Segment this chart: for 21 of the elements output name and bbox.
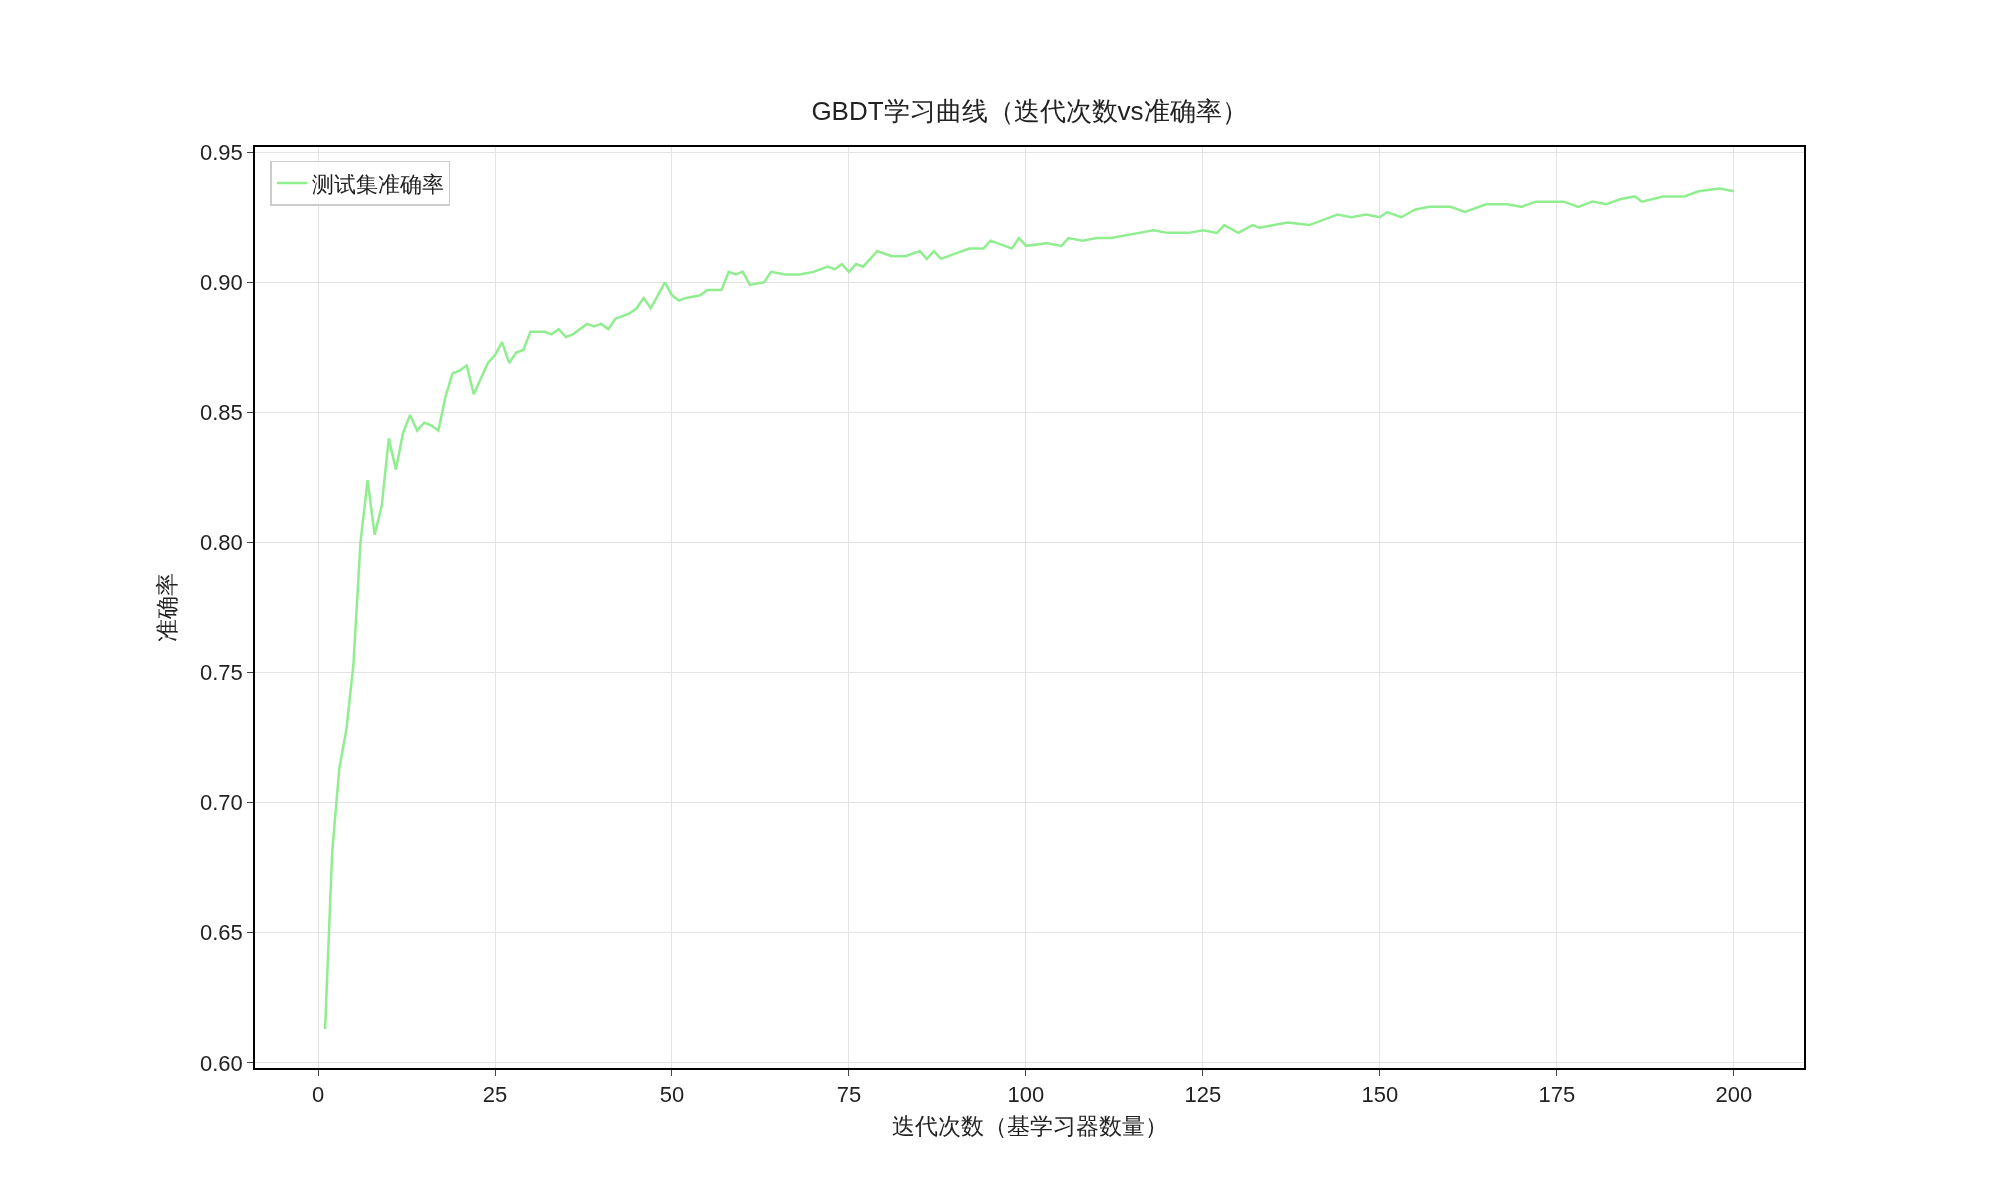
y-tick-label: 0.65 <box>200 920 243 946</box>
chart-title: GBDT学习曲线（迭代次数vs准确率） <box>811 95 1248 126</box>
x-tick-label: 125 <box>1184 1082 1222 1108</box>
x-tick-label: 150 <box>1361 1082 1399 1108</box>
y-tick-label: 0.70 <box>200 790 243 816</box>
y-tick-label: 0.60 <box>200 1050 243 1076</box>
y-tick-label: 0.75 <box>200 660 243 686</box>
x-tick-label: 0 <box>311 1082 325 1108</box>
x-tick-label: 75 <box>836 1082 862 1108</box>
legend-label: 测试集准确率 <box>311 171 444 197</box>
x-tick-label: 175 <box>1538 1082 1576 1108</box>
x-tick-label: 50 <box>659 1082 685 1108</box>
x-axis-title: 迭代次数（基学习器数量） <box>891 1113 1168 1140</box>
y-tick-label: 0.85 <box>200 400 243 426</box>
x-tick-label: 25 <box>482 1082 508 1108</box>
x-tick-label: 100 <box>1007 1082 1045 1108</box>
y-axis-title: 准确率 <box>153 573 180 642</box>
x-tick-label: 200 <box>1715 1082 1753 1108</box>
y-tick-label: 0.95 <box>200 139 243 165</box>
y-tick-label: 0.90 <box>200 269 243 295</box>
y-tick-label: 0.80 <box>200 530 243 556</box>
